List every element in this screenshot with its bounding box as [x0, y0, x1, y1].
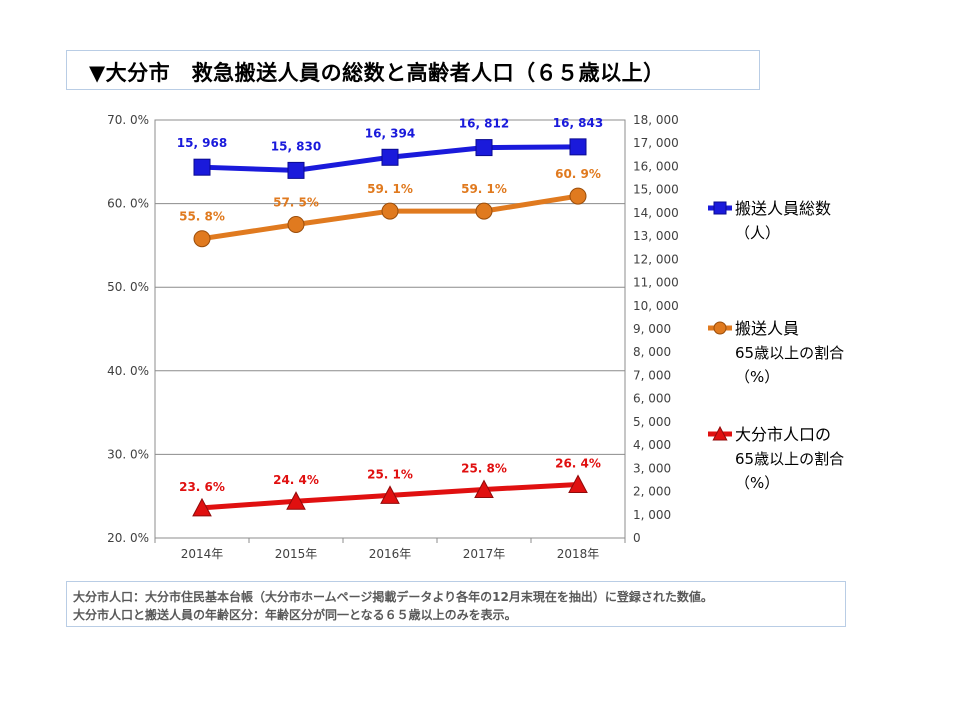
chart-title: ▼大分市 救急搬送人員の総数と高齢者人口（６５歳以上）	[89, 61, 665, 85]
legend-entry-3: 大分市人口の 65歳以上の割合 （%）	[708, 425, 844, 492]
legend-entry-2: 搬送人員 65歳以上の割合 （%）	[708, 319, 844, 386]
data-label: 16, 812	[459, 117, 509, 131]
right-axis-tick-label: 4, 000	[633, 438, 671, 452]
right-axis-tick-label: 1, 000	[633, 508, 671, 522]
right-axis-tick-label: 11, 000	[633, 276, 679, 290]
legend-marker	[712, 425, 728, 441]
data-label: 59. 1%	[367, 182, 413, 196]
data-point	[287, 161, 305, 179]
data-point	[475, 139, 493, 157]
notes-box: 大分市人口：大分市住民基本台帳（大分市ホームページ掲載データより各年の12月末現…	[66, 581, 846, 627]
data-point	[192, 497, 212, 517]
legend-label: （人）	[735, 224, 780, 242]
legend-label: （%）	[735, 474, 779, 492]
data-point	[286, 491, 306, 510]
data-point	[474, 479, 494, 499]
plot-area	[154, 119, 626, 539]
data-point	[380, 485, 400, 504]
legend-label: 搬送人員総数	[735, 199, 831, 218]
x-axis-tick-label: 2017年	[463, 547, 506, 561]
left-axis-tick-label: 70. 0%	[107, 113, 149, 127]
data-label: 55. 8%	[179, 210, 225, 224]
data-point	[568, 474, 588, 493]
data-label: 57. 5%	[273, 196, 319, 210]
right-axis-tick-label: 18, 000	[633, 113, 679, 127]
data-point	[569, 187, 587, 205]
legend-label: 大分市人口の	[735, 425, 831, 444]
data-label: 15, 968	[177, 136, 227, 150]
note-line-2: 大分市人口と搬送人員の年齢区分：年齢区分が同一となる６５歳以上のみを表示。	[73, 608, 517, 622]
legend-label: （%）	[735, 368, 779, 386]
x-axis-tick-label: 2016年	[369, 547, 412, 561]
legend-label: 搬送人員	[735, 319, 799, 338]
right-axis-tick-label: 0	[633, 531, 641, 545]
x-axis-tick-label: 2014年	[181, 547, 224, 561]
right-axis-tick-label: 17, 000	[633, 136, 679, 150]
legend-marker	[713, 201, 727, 215]
data-point	[381, 148, 399, 166]
right-axis-tick-label: 10, 000	[633, 299, 679, 313]
chart-title-box: ▼大分市 救急搬送人員の総数と高齢者人口（６５歳以上）	[66, 50, 760, 90]
note-line-1: 大分市人口：大分市住民基本台帳（大分市ホームページ掲載データより各年の12月末現…	[73, 590, 713, 604]
right-axis-tick-label: 12, 000	[633, 252, 679, 266]
data-label: 16, 394	[365, 126, 415, 140]
left-axis-tick-label: 50. 0%	[107, 280, 149, 294]
legend-entry-1: 搬送人員総数 （人）	[708, 199, 831, 242]
right-axis-tick-label: 13, 000	[633, 229, 679, 243]
left-axis-tick-label: 20. 0%	[107, 531, 149, 545]
series-1: 15, 968 15, 830 16, 394 16, 812 16, 843	[177, 116, 603, 179]
right-axis-tick-label: 15, 000	[633, 183, 679, 197]
legend-marker	[713, 321, 727, 335]
right-axis-tick-label: 5, 000	[633, 415, 671, 429]
right-axis-tick-label: 6, 000	[633, 392, 671, 406]
data-point	[475, 202, 493, 220]
right-axis-tick-label: 7, 000	[633, 368, 671, 382]
legend-label: 65歳以上の割合	[735, 450, 844, 468]
data-label: 25. 1%	[367, 467, 413, 481]
series-2: 55. 8% 57. 5% 59. 1% 59. 1% 60. 9%	[179, 167, 601, 248]
right-axis-tick-label: 16, 000	[633, 159, 679, 173]
data-label: 60. 9%	[555, 167, 601, 181]
data-label: 16, 843	[553, 116, 603, 130]
data-label: 25. 8%	[461, 462, 507, 476]
right-axis-tick-label: 3, 000	[633, 461, 671, 475]
chart-svg: 20. 0% 30. 0% 40. 0% 50. 0% 60. 0% 70. 0% 0 1, …	[107, 113, 844, 561]
right-axis-tick-label: 9, 000	[633, 322, 671, 336]
data-point	[193, 158, 211, 176]
data-label: 24. 4%	[273, 473, 319, 487]
data-label: 26. 4%	[555, 456, 601, 470]
left-axis-tick-label: 60. 0%	[107, 197, 149, 211]
left-axis-tick-label: 40. 0%	[107, 364, 149, 378]
data-point	[381, 202, 399, 220]
left-axis-tick-label: 30. 0%	[107, 447, 149, 461]
data-label: 23. 6%	[179, 480, 225, 494]
right-axis-tick-label: 2, 000	[633, 485, 671, 499]
x-axis-tick-label: 2015年	[275, 547, 318, 561]
legend-label: 65歳以上の割合	[735, 344, 844, 362]
x-axis-tick-label: 2018年	[557, 547, 600, 561]
data-label: 59. 1%	[461, 182, 507, 196]
data-point	[569, 138, 587, 156]
right-axis-tick-label: 8, 000	[633, 345, 671, 359]
data-label: 15, 830	[271, 139, 321, 153]
right-axis-tick-label: 14, 000	[633, 206, 679, 220]
series-3: 23. 6% 24. 4% 25. 1% 25. 8% 26. 4%	[179, 456, 601, 517]
data-point	[193, 230, 211, 248]
data-point	[287, 216, 305, 233]
